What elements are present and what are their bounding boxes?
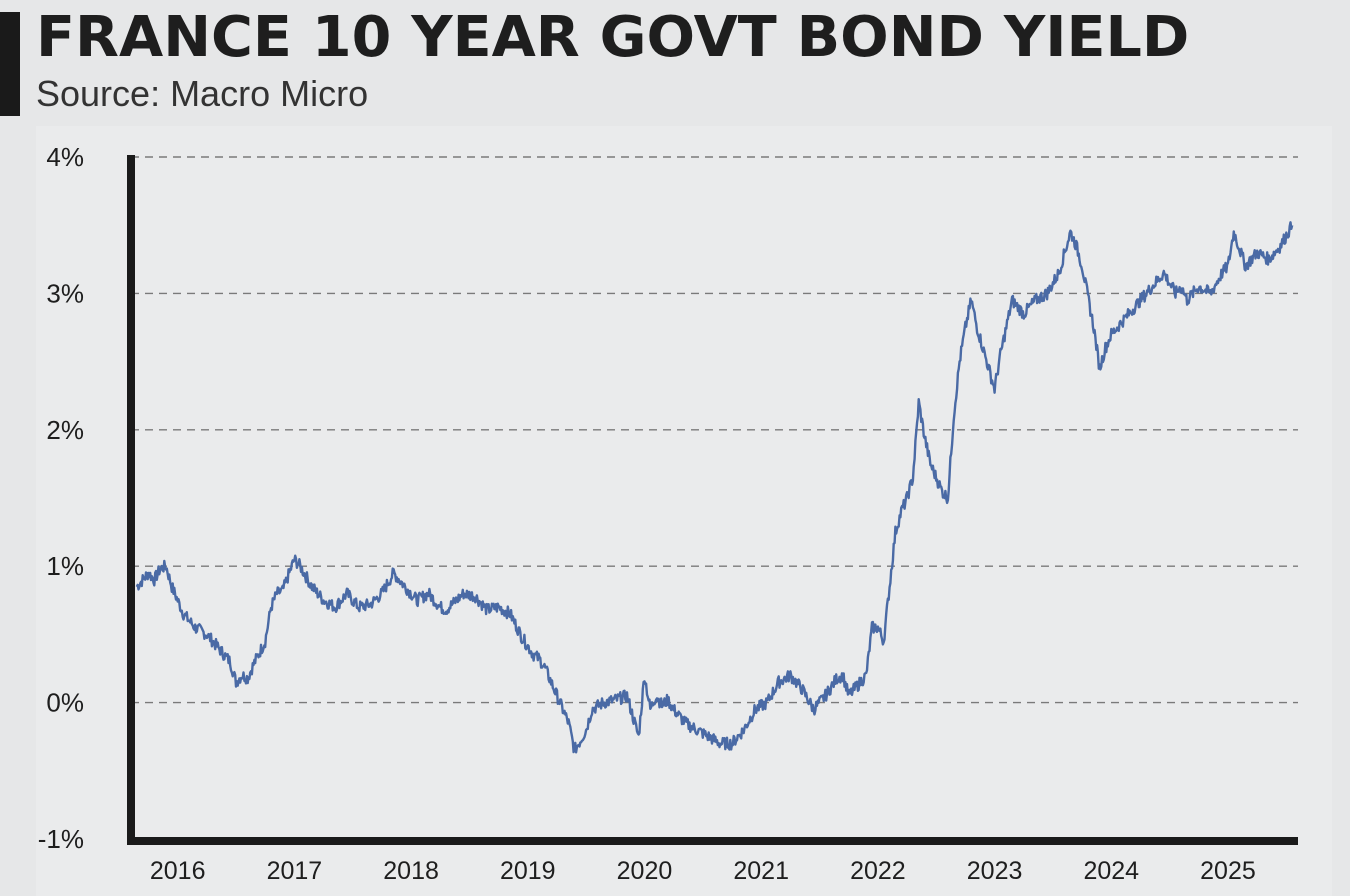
x-tick-label: 2023 <box>967 857 1023 885</box>
series-line-france-10y <box>135 221 1294 754</box>
x-tick-label: 2020 <box>617 857 673 885</box>
x-tick-label: 2019 <box>500 857 556 885</box>
x-tick-label: 2025 <box>1200 857 1256 885</box>
y-tick-label: 4% <box>46 142 84 172</box>
chart-panel: 4% 3% 2% 1% 0% -1% 2016 2017 2018 2019 2020 2021 202… <box>36 126 1332 896</box>
y-tick-label: 0% <box>46 688 84 718</box>
x-tick-label: 2022 <box>850 857 906 885</box>
y-tick-label: 2% <box>46 415 84 445</box>
y-tick-label: 1% <box>46 551 84 581</box>
chart-svg: 4% 3% 2% 1% 0% -1% 2016 2017 2018 2019 2020 2021 202… <box>38 142 1298 885</box>
title-accent-bar <box>0 12 20 116</box>
y-tick-label: 3% <box>46 278 84 308</box>
x-tick-label: 2024 <box>1083 857 1139 885</box>
chart-title: FRANCE 10 YEAR GOVT BOND YIELD <box>36 5 1190 70</box>
x-tick-label: 2017 <box>267 857 323 885</box>
x-tick-label: 2021 <box>733 857 789 885</box>
x-tick-label: 2018 <box>383 857 439 885</box>
x-tick-label: 2016 <box>150 857 206 885</box>
chart-subtitle: Source: Macro Micro <box>36 73 369 114</box>
y-tick-label: -1% <box>38 824 84 854</box>
